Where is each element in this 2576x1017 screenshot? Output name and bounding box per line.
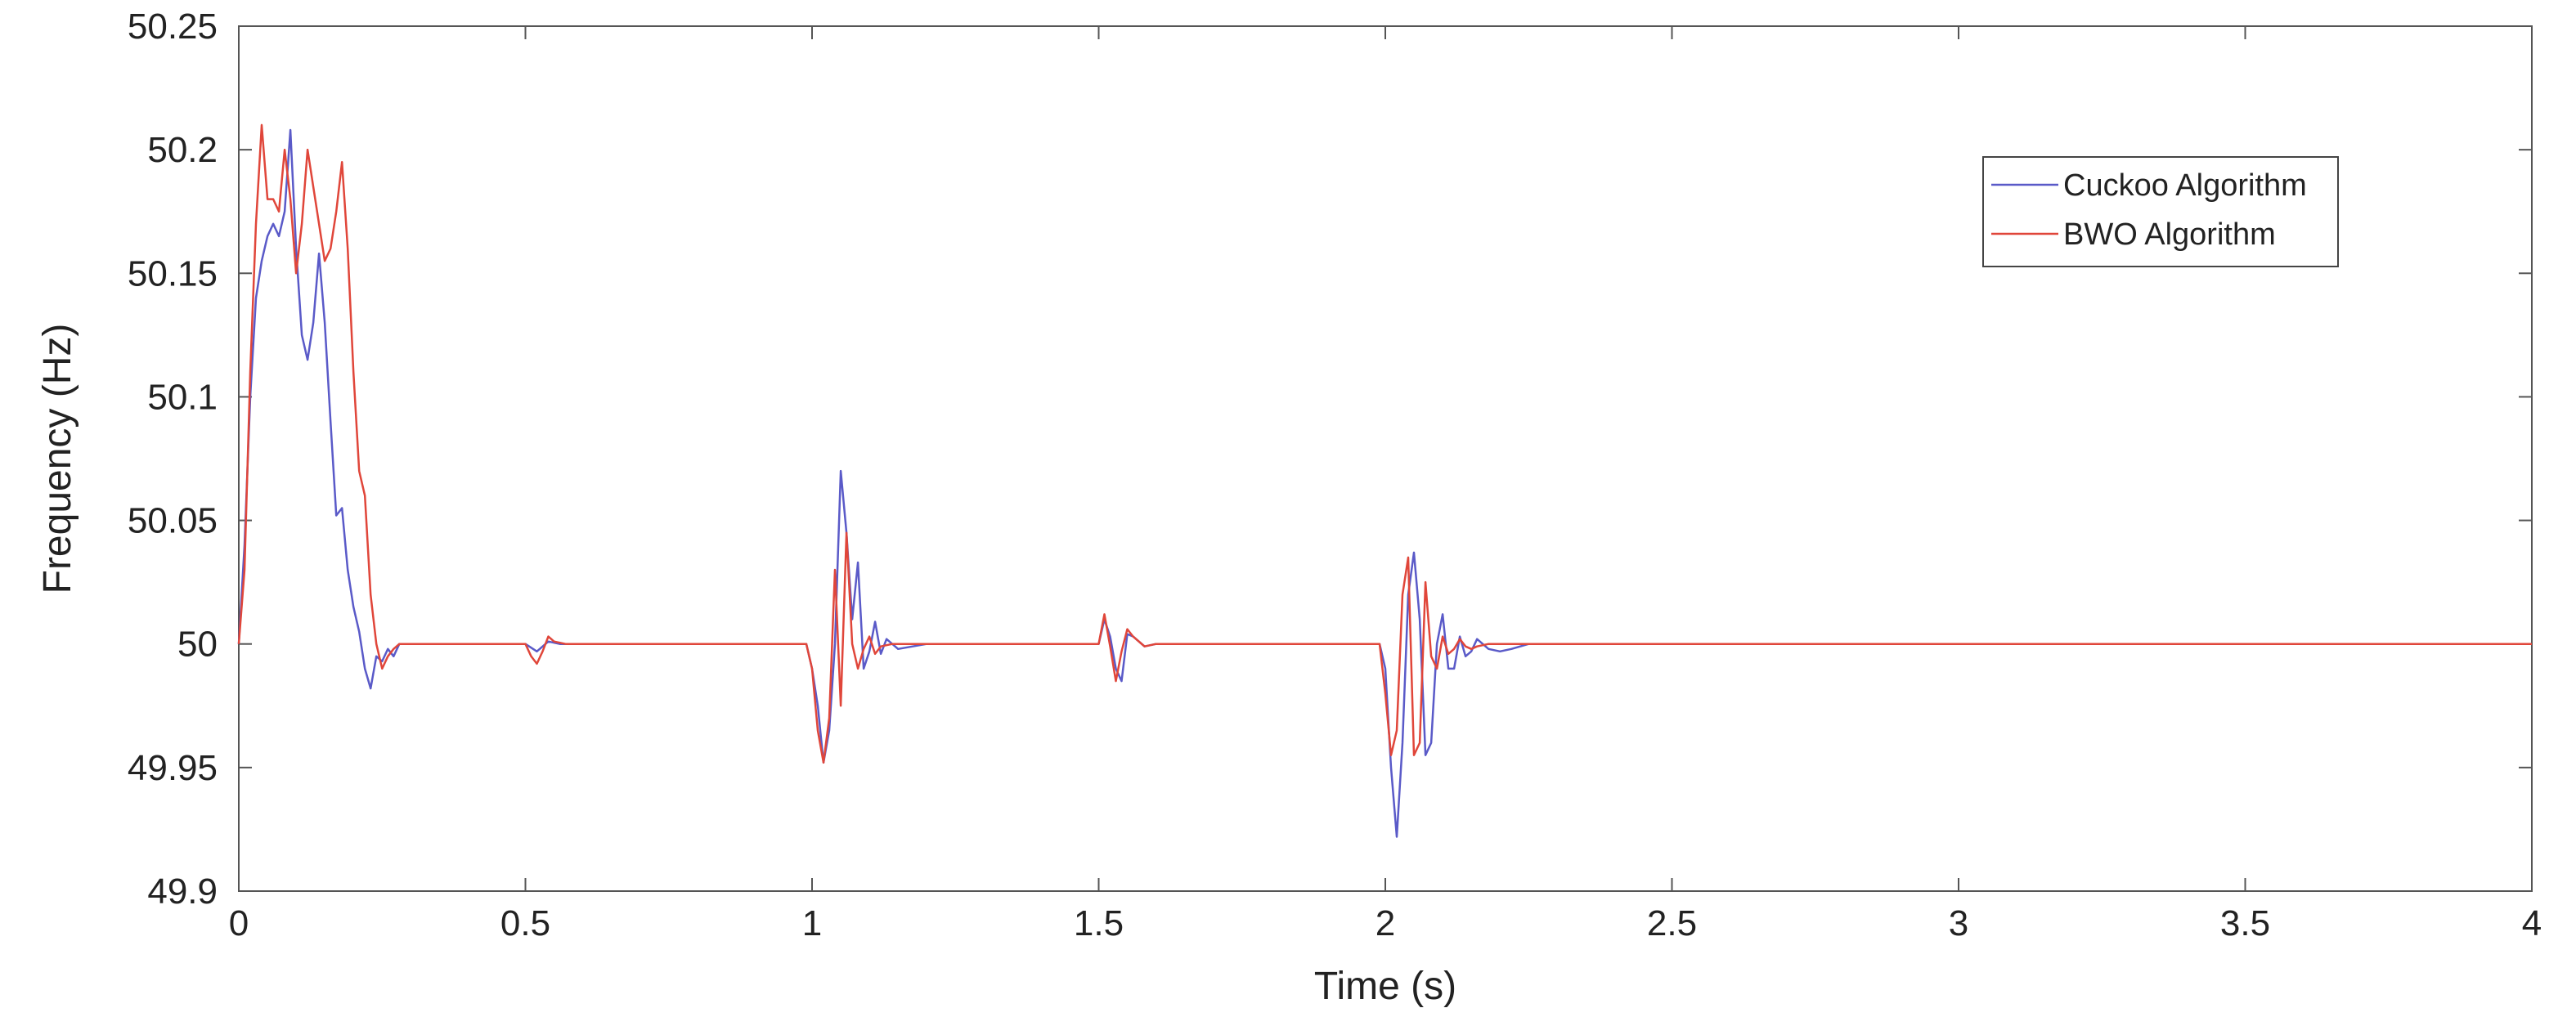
legend-box	[1982, 156, 2339, 267]
plot-area	[238, 25, 2533, 892]
x-tick-label: 2	[1376, 903, 1395, 943]
y-tick-label: 50.05	[128, 501, 218, 541]
x-tick-label: 0.5	[500, 903, 550, 943]
y-tick-label: 49.9	[147, 871, 218, 912]
x-tick-label: 1.5	[1074, 903, 1124, 943]
legend: Cuckoo Algorithm BWO Algorithm	[1982, 156, 2339, 267]
series-layer	[237, 123, 2532, 838]
x-tick-label: 2.5	[1647, 903, 1697, 943]
y-tick-label: 50.2	[147, 130, 218, 170]
x-tick-label: 3	[1949, 903, 1968, 943]
y-tick-label: 50.25	[128, 7, 218, 47]
y-axis: 49.9 49.95 50 50.05 50.1 50.15 50.2 50.25	[128, 7, 2532, 912]
x-tick-label: 1	[802, 903, 822, 943]
legend-label-cuckoo: Cuckoo Algorithm	[2063, 168, 2307, 203]
y-tick-label: 50.1	[147, 377, 218, 417]
x-tick-label: 0	[229, 903, 249, 943]
series-line-bwo	[237, 123, 2532, 764]
y-tick-label: 50	[177, 625, 218, 665]
x-tick-label: 3.5	[2220, 903, 2270, 943]
x-tick-label: 4	[2522, 903, 2542, 943]
x-axis: 0 0.5 1 1.5 2 2.5 3 3.5 4	[229, 26, 2542, 943]
y-tick-label: 49.95	[128, 748, 218, 788]
legend-label-bwo: BWO Algorithm	[2063, 217, 2276, 252]
y-axis-label: Frequency (Hz)	[36, 324, 79, 594]
y-tick-label: 50.15	[128, 253, 218, 293]
x-axis-label: Time (s)	[1314, 965, 1456, 1008]
